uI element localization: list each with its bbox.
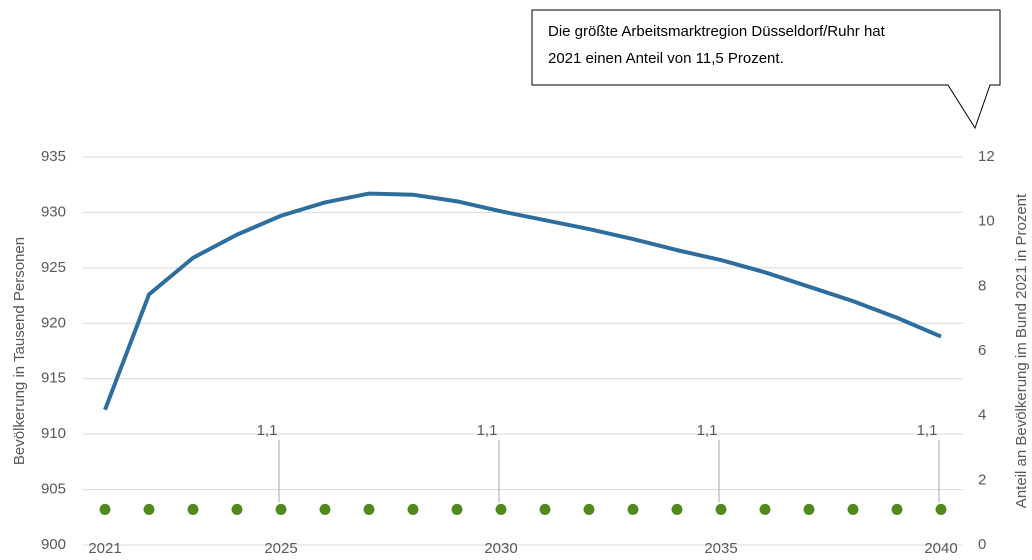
y-axis-label: Bevölkerung in Tausend Personen (11, 237, 28, 465)
y2-tick-label: 4 (978, 407, 986, 424)
dot (231, 503, 243, 515)
y2-tick-label: 0 (978, 536, 986, 553)
annotation-line: 2021 einen Anteil von 11,5 Prozent. (548, 50, 784, 67)
line (103, 191, 942, 411)
x-tick-label: 2030 (484, 540, 517, 557)
x-tick-label: 2040 (924, 540, 957, 557)
y2-tick-label: 6 (978, 342, 986, 359)
callout (531, 9, 1001, 130)
dot (539, 503, 551, 515)
dot (407, 503, 419, 515)
x-tick-label: 2021 (88, 540, 121, 557)
dot (715, 503, 727, 515)
data-label: 1,1 (257, 422, 278, 439)
dot (363, 503, 375, 515)
dot (99, 503, 111, 515)
dot (143, 503, 155, 515)
y-tick-label: 925 (41, 259, 66, 276)
y2-tick-label: 2 (978, 471, 986, 488)
data-label: 1,1 (697, 422, 718, 439)
dot (319, 503, 331, 515)
dot (627, 503, 639, 515)
dot (187, 503, 199, 515)
dot (495, 503, 507, 515)
y2-tick-label: 12 (978, 148, 995, 165)
dot (275, 503, 287, 515)
dot (803, 503, 815, 515)
y-tick-label: 910 (41, 425, 66, 442)
data-label: 1,1 (477, 422, 498, 439)
x-tick-label: 2035 (704, 540, 737, 557)
dot (671, 503, 683, 515)
y-tick-label: 900 (41, 536, 66, 553)
dot (935, 503, 947, 515)
y-tick-label: 930 (41, 203, 66, 220)
y-tick-label: 935 (41, 148, 66, 165)
y2-tick-label: 8 (978, 277, 986, 294)
y-tick-label: 915 (41, 370, 66, 387)
y-tick-label: 905 (41, 481, 66, 498)
dot (583, 503, 595, 515)
dot (891, 503, 903, 515)
annotation-line: Die größte Arbeitsmarktregion Düsseldorf… (548, 23, 886, 40)
x-tick-label: 2025 (264, 540, 297, 557)
dot (451, 503, 463, 515)
dot (847, 503, 859, 515)
dot (759, 503, 771, 515)
y2-axis-label: Anteil an Bevölkerung im Bund 2021 in Pr… (1013, 193, 1030, 508)
y-tick-label: 920 (41, 314, 66, 331)
y2-tick-label: 10 (978, 213, 995, 230)
data-label: 1,1 (917, 422, 938, 439)
